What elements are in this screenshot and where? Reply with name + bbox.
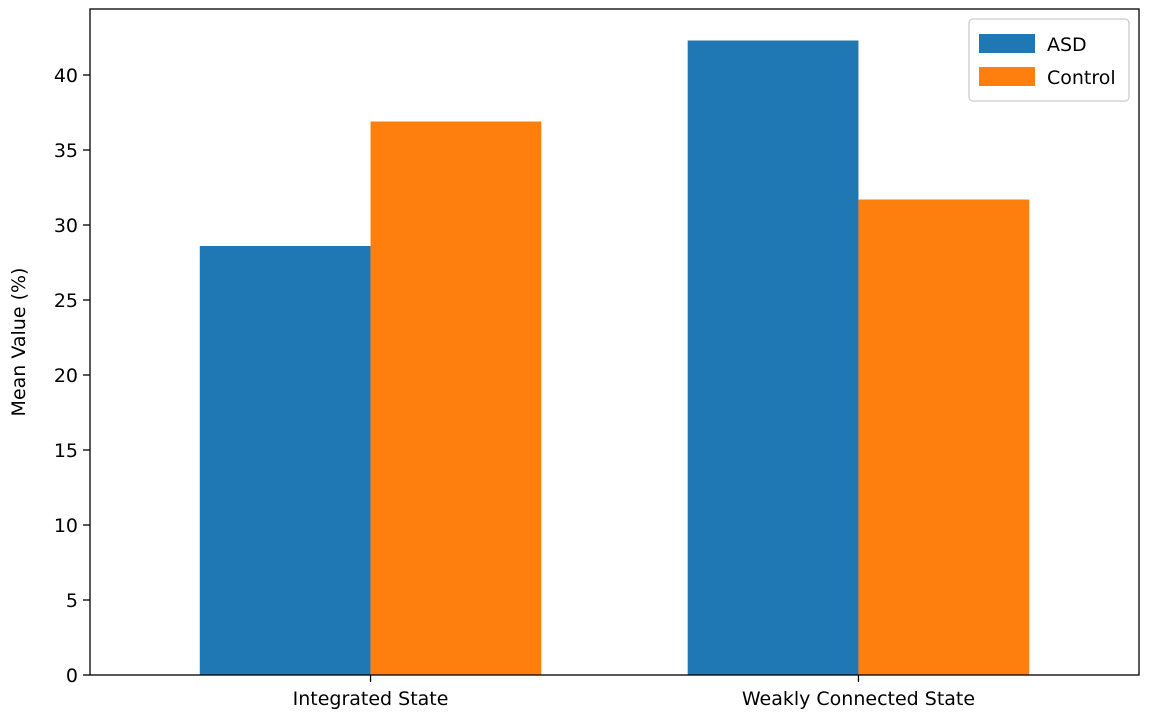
y-axis-label: Mean Value (%)	[8, 268, 30, 417]
legend-swatch-control	[979, 67, 1035, 86]
bars-group	[199, 40, 1030, 675]
y-axis: 0 5 10 15 20 25 30 35 40	[54, 65, 90, 687]
legend-label-control: Control	[1047, 67, 1116, 89]
bar-asd-0	[199, 246, 371, 675]
y-tick-label: 5	[66, 590, 78, 612]
x-tick-label: Weakly Connected State	[742, 688, 975, 710]
legend: ASD Control	[968, 18, 1130, 102]
y-tick-label: 20	[54, 365, 78, 387]
x-tick-label: Integrated State	[293, 688, 449, 710]
legend-label-asd: ASD	[1047, 34, 1087, 56]
y-tick-label: 15	[54, 440, 78, 462]
y-tick-label: 35	[54, 140, 78, 162]
legend-swatch-asd	[979, 34, 1035, 53]
bar-asd-1	[687, 40, 859, 675]
y-tick-label: 40	[54, 65, 78, 87]
y-tick-label: 30	[54, 215, 78, 237]
bar-control-0	[370, 121, 542, 675]
y-tick-label: 0	[66, 665, 78, 687]
x-axis: Integrated State Weakly Connected State	[293, 675, 975, 710]
y-tick-label: 25	[54, 290, 78, 312]
bar-control-1	[858, 199, 1030, 675]
y-tick-label: 10	[54, 515, 78, 537]
plot-frame	[89, 8, 1140, 676]
